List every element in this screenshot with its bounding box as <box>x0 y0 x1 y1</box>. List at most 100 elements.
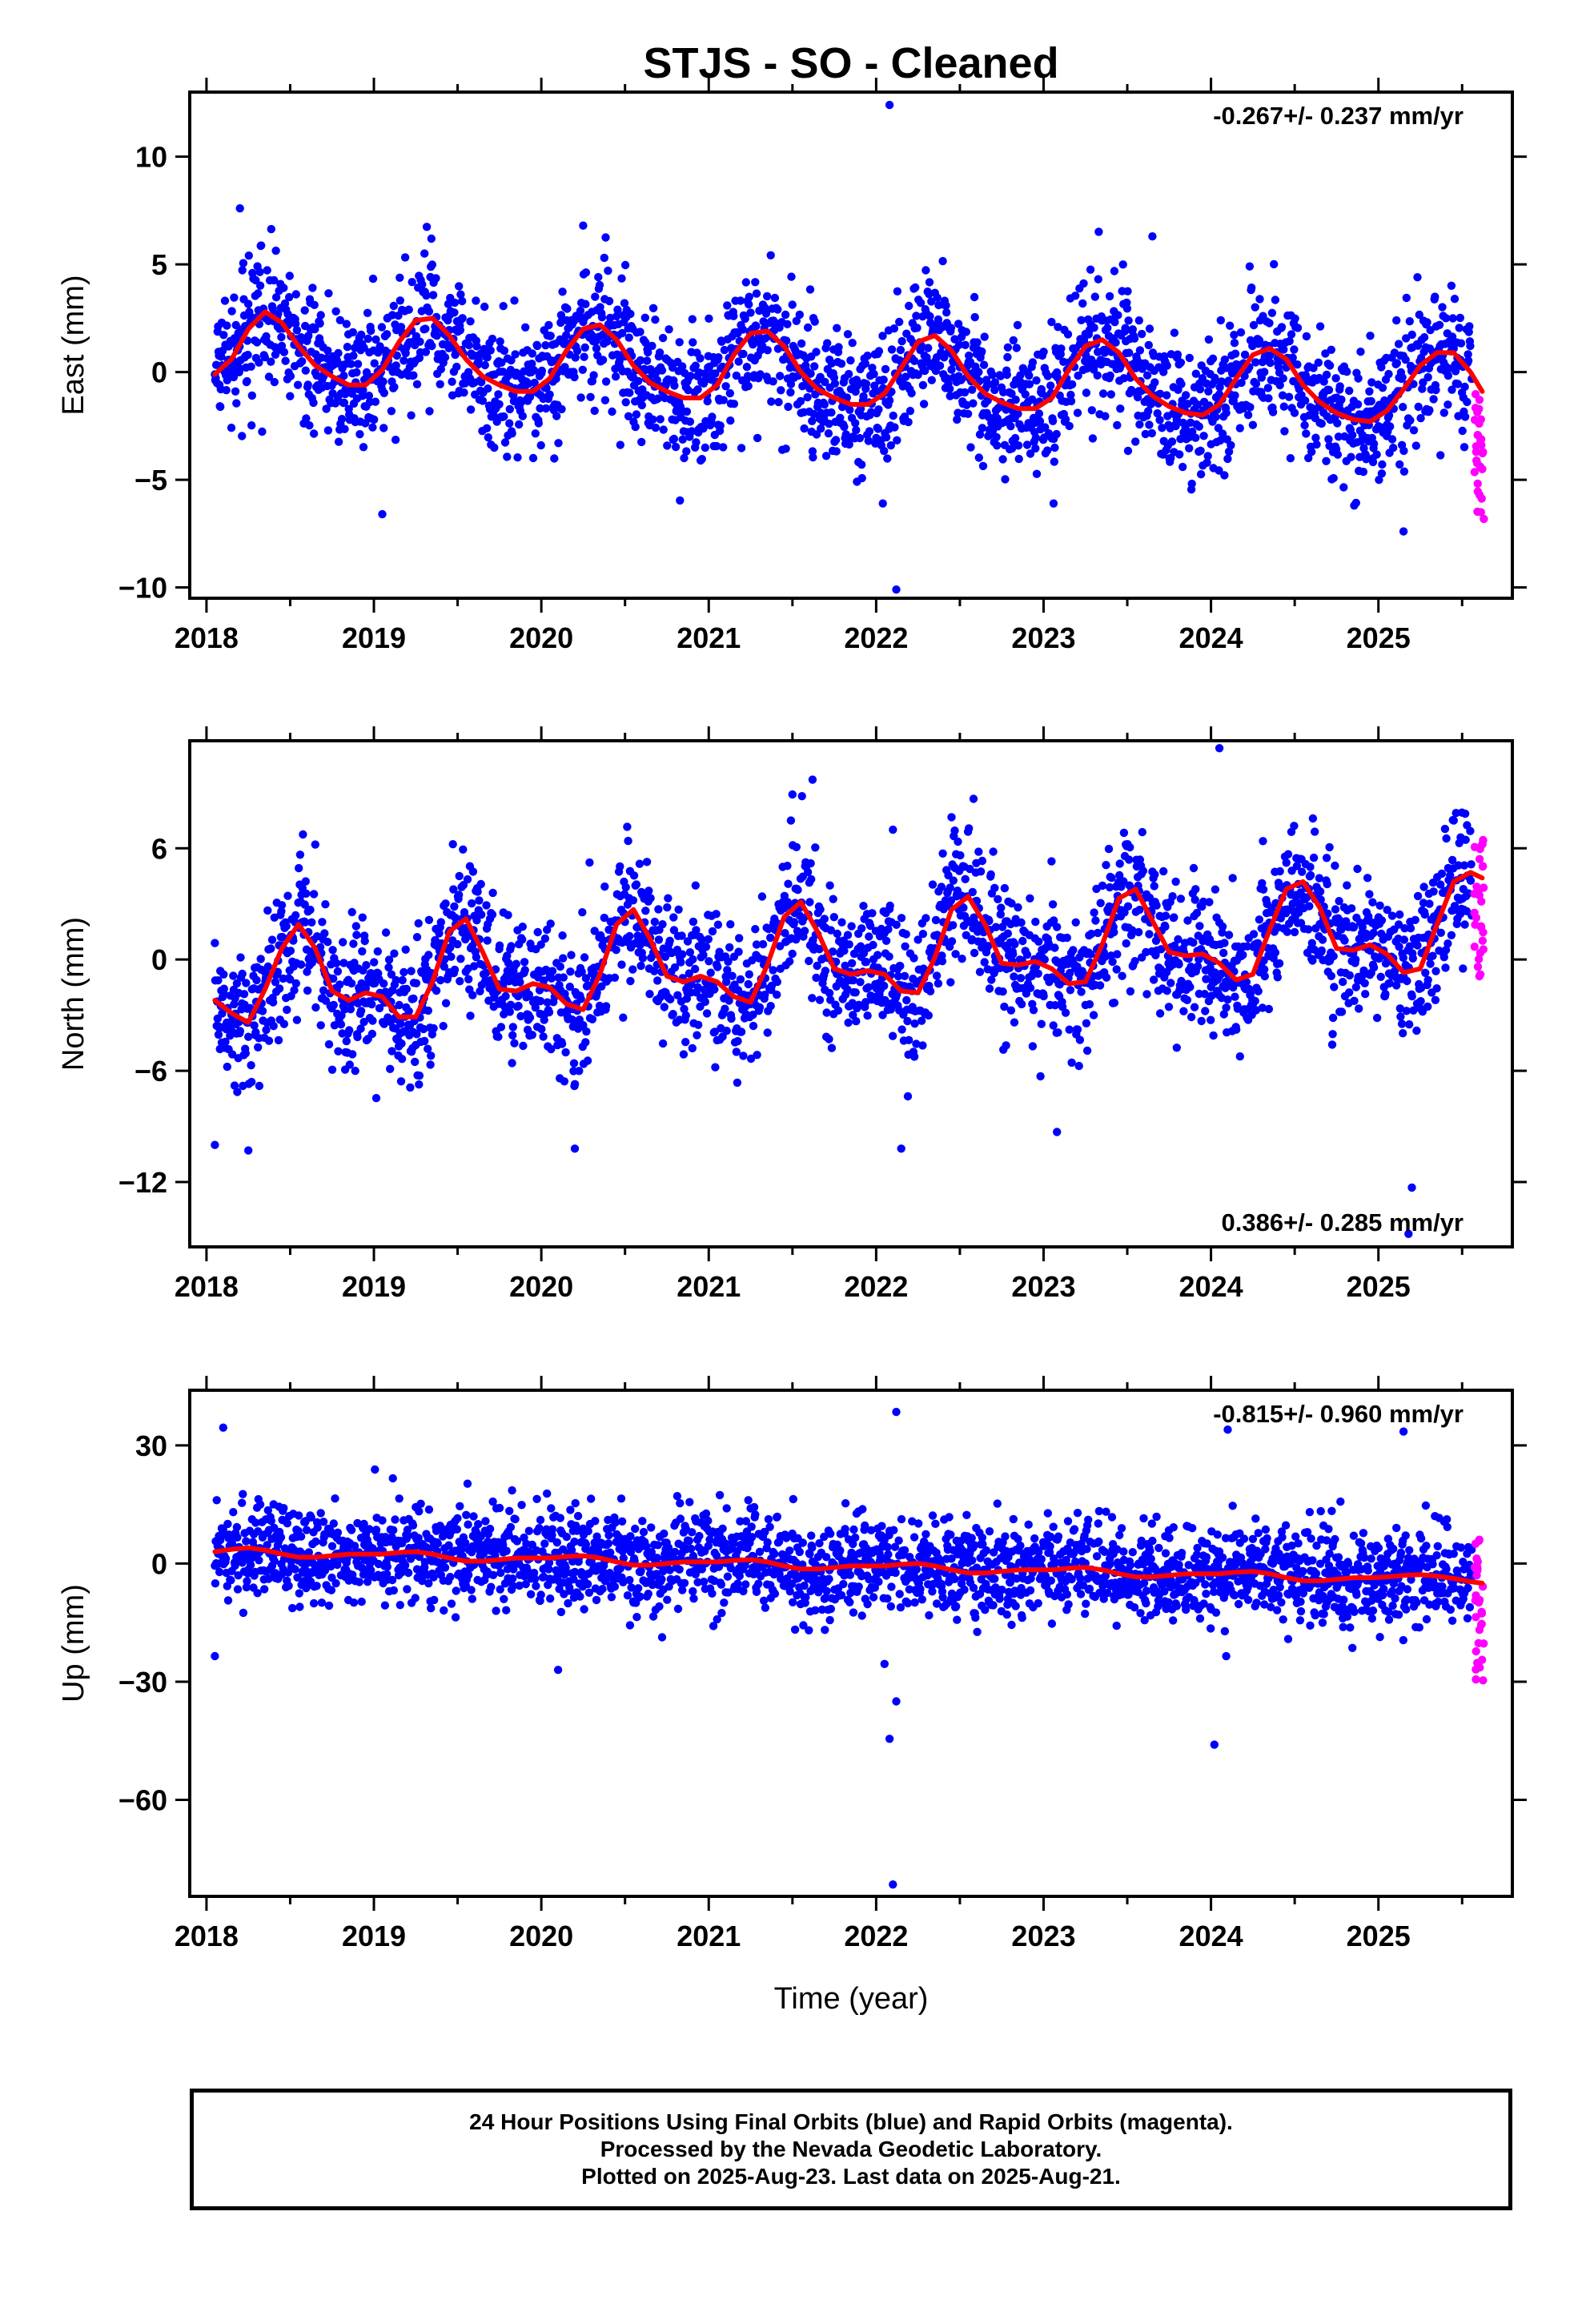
north-final-point <box>575 1067 584 1076</box>
east-final-point <box>239 259 248 267</box>
east-final-point <box>1155 389 1165 398</box>
north-final-point <box>397 1039 406 1048</box>
north-final-point <box>476 879 485 889</box>
east-final-point <box>580 343 589 352</box>
east-final-point <box>1304 453 1313 463</box>
east-rapid-point <box>1472 448 1481 456</box>
east-final-point <box>302 414 311 423</box>
north-final-point <box>320 929 329 938</box>
east-final-point <box>812 348 821 356</box>
east-final-point <box>1398 373 1407 382</box>
east-final-point <box>316 311 325 320</box>
north-final-point <box>931 915 941 925</box>
east-final-point <box>581 268 591 277</box>
north-final-point <box>975 967 985 976</box>
north-final-point <box>590 927 599 935</box>
east-final-point <box>745 300 753 309</box>
north-final-point <box>1000 883 1010 893</box>
north-final-point <box>1337 1007 1347 1016</box>
north-final-point <box>749 1011 757 1019</box>
north-final-point <box>1009 950 1018 959</box>
north-final-point <box>1161 911 1170 920</box>
east-final-point <box>407 411 416 420</box>
east-final-point <box>1270 259 1279 269</box>
east-final-point <box>496 337 504 346</box>
north-final-point <box>710 1027 719 1036</box>
north-final-point <box>1411 915 1419 925</box>
north-final-point <box>424 1044 432 1053</box>
east-final-point <box>1334 432 1343 441</box>
north-final-point <box>681 1011 690 1020</box>
east-final-point <box>1353 400 1363 409</box>
east-final-point <box>562 331 571 340</box>
east-rapid-point <box>1478 448 1488 458</box>
east-final-point <box>1204 335 1214 344</box>
north-final-point <box>693 1031 701 1039</box>
east-final-point <box>339 372 348 380</box>
east-final-point <box>684 386 693 395</box>
east-final-point <box>887 345 897 354</box>
north-final-point <box>211 939 219 947</box>
east-final-point <box>812 430 821 439</box>
east-final-point <box>377 323 387 332</box>
east-final-point <box>1119 374 1129 383</box>
north-final-point <box>507 942 516 951</box>
north-final-point <box>766 1002 775 1011</box>
north-final-point <box>401 945 410 955</box>
east-final-point <box>878 332 887 340</box>
east-final-point <box>1002 405 1010 414</box>
north-final-point <box>406 1083 415 1092</box>
north-final-point <box>808 994 817 1003</box>
east-final-point <box>563 304 572 313</box>
north-final-point <box>746 1054 756 1063</box>
north-final-point <box>1034 937 1043 947</box>
east-final-point <box>1113 420 1122 430</box>
east-outlier-point <box>235 204 244 213</box>
north-final-point <box>1155 1009 1165 1018</box>
north-final-point <box>629 871 639 880</box>
east-final-point <box>1406 416 1415 425</box>
east-final-point <box>590 406 599 416</box>
east-final-point <box>1263 384 1273 392</box>
east-final-point <box>400 356 408 365</box>
east-final-point <box>1453 380 1463 388</box>
east-final-point <box>955 340 964 349</box>
north-final-point <box>786 816 796 825</box>
east-final-point <box>863 352 872 360</box>
north-final-point <box>230 1081 239 1090</box>
east-final-point <box>1003 343 1013 352</box>
north-final-point <box>1406 924 1415 933</box>
north-final-point <box>548 967 557 975</box>
east-final-point <box>1443 371 1453 380</box>
north-final-point <box>244 1032 253 1041</box>
north-final-point <box>849 975 858 985</box>
east-final-point <box>806 369 815 378</box>
north-final-point <box>761 991 769 999</box>
north-outlier-point <box>1407 1183 1416 1192</box>
east-final-point <box>505 419 514 428</box>
east-final-point <box>1277 323 1287 332</box>
north-final-point <box>464 975 473 984</box>
east-final-point <box>889 411 897 420</box>
north-final-point <box>921 914 930 923</box>
north-final-point <box>1125 855 1134 864</box>
east-final-point <box>286 372 295 380</box>
north-final-point <box>733 1078 742 1088</box>
north-final-point <box>807 875 816 884</box>
north-rapid-point <box>1475 854 1484 864</box>
east-final-point <box>1061 415 1070 424</box>
east-final-point <box>277 332 286 342</box>
east-final-point <box>990 385 999 395</box>
north-final-point <box>847 959 857 968</box>
east-final-point <box>1278 391 1287 400</box>
north-final-point <box>822 1008 831 1017</box>
east-final-point <box>721 382 730 391</box>
east-final-point <box>978 461 988 471</box>
east-final-point <box>865 427 874 436</box>
north-final-point <box>900 971 909 981</box>
north-final-point <box>1050 916 1058 925</box>
north-final-point <box>624 836 632 846</box>
east-final-point <box>1162 391 1171 400</box>
east-final-point <box>322 404 331 413</box>
north-final-point <box>1179 1007 1188 1015</box>
